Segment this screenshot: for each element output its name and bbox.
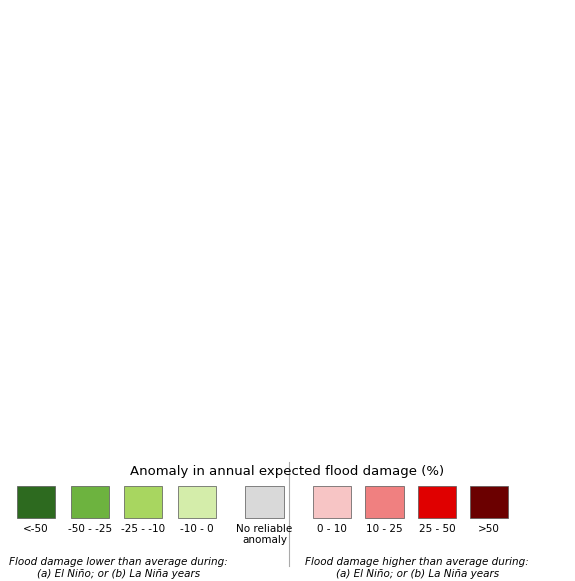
- Bar: [365, 486, 404, 518]
- Text: -25 - -10: -25 - -10: [121, 523, 165, 533]
- Bar: [417, 486, 456, 518]
- Text: -50 - -25: -50 - -25: [68, 523, 112, 533]
- Text: Anomaly in annual expected flood damage (%): Anomaly in annual expected flood damage …: [131, 465, 444, 479]
- Bar: [245, 486, 283, 518]
- Text: 0 - 10: 0 - 10: [317, 523, 347, 533]
- Bar: [124, 486, 162, 518]
- Text: <-50: <-50: [24, 523, 49, 533]
- Text: -10 - 0: -10 - 0: [180, 523, 213, 533]
- Bar: [470, 486, 508, 518]
- Text: 10 - 25: 10 - 25: [366, 523, 402, 533]
- Text: Flood damage higher than average during:
(a) El Niño; or (b) La Niña years: Flood damage higher than average during:…: [305, 557, 529, 579]
- Bar: [313, 486, 351, 518]
- Text: 25 - 50: 25 - 50: [419, 523, 455, 533]
- Bar: [71, 486, 109, 518]
- Text: Flood damage lower than average during:
(a) El Niño; or (b) La Niña years: Flood damage lower than average during: …: [9, 557, 228, 579]
- Bar: [17, 486, 55, 518]
- Bar: [178, 486, 216, 518]
- Text: >50: >50: [478, 523, 500, 533]
- Text: No reliable
anomaly: No reliable anomaly: [236, 523, 293, 545]
